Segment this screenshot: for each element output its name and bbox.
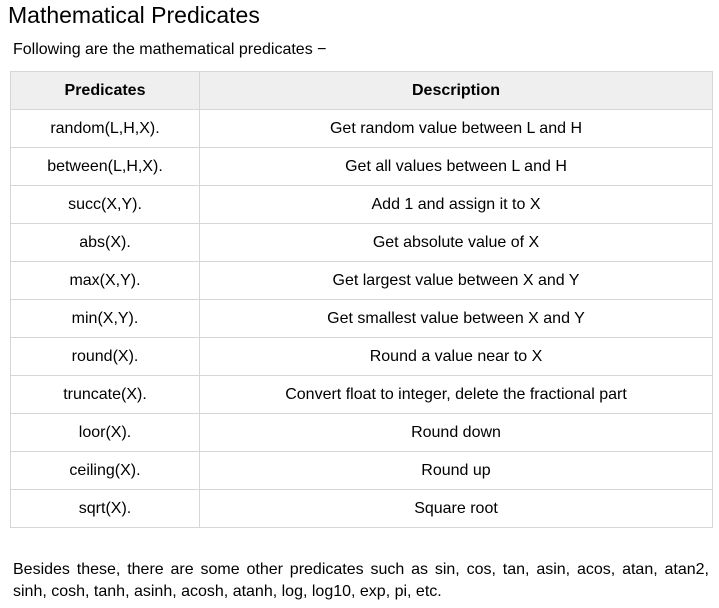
predicate-cell: truncate(X). [10, 375, 200, 414]
description-cell: Round up [199, 451, 713, 490]
table-row: min(X,Y). Get smallest value between X a… [10, 299, 713, 338]
table-row: round(X). Round a value near to X [10, 337, 713, 376]
predicate-cell: succ(X,Y). [10, 185, 200, 224]
predicate-cell: max(X,Y). [10, 261, 200, 300]
table-row: truncate(X). Convert float to integer, d… [10, 375, 713, 414]
header-predicates: Predicates [10, 71, 200, 110]
predicate-cell: between(L,H,X). [10, 147, 200, 186]
table-row: abs(X). Get absolute value of X [10, 223, 713, 262]
predicate-cell: sqrt(X). [10, 489, 200, 528]
table-row: random(L,H,X). Get random value between … [10, 109, 713, 148]
table-row: loor(X). Round down [10, 413, 713, 452]
description-cell: Convert float to integer, delete the fra… [199, 375, 713, 414]
table-row: ceiling(X). Round up [10, 451, 713, 490]
description-cell: Get smallest value between X and Y [199, 299, 713, 338]
description-cell: Add 1 and assign it to X [199, 185, 713, 224]
intro-text: Following are the mathematical predicate… [13, 41, 327, 58]
description-cell: Round down [199, 413, 713, 452]
description-cell: Get all values between L and H [199, 147, 713, 186]
page-title: Mathematical Predicates [8, 2, 260, 28]
predicate-cell: abs(X). [10, 223, 200, 262]
predicate-cell: min(X,Y). [10, 299, 200, 338]
description-cell: Get largest value between X and Y [199, 261, 713, 300]
table-row: between(L,H,X). Get all values between L… [10, 147, 713, 186]
description-cell: Get random value between L and H [199, 109, 713, 148]
description-cell: Get absolute value of X [199, 223, 713, 262]
description-cell: Round a value near to X [199, 337, 713, 376]
table-header-row: Predicates Description [10, 71, 713, 110]
footer-text: Besides these, there are some other pred… [13, 561, 709, 600]
predicates-table: Predicates Description random(L,H,X). Ge… [10, 71, 713, 528]
table-row: sqrt(X). Square root [10, 489, 713, 528]
table-row: max(X,Y). Get largest value between X an… [10, 261, 713, 300]
predicate-cell: round(X). [10, 337, 200, 376]
predicate-cell: ceiling(X). [10, 451, 200, 490]
predicate-cell: random(L,H,X). [10, 109, 200, 148]
description-cell: Square root [199, 489, 713, 528]
table-row: succ(X,Y). Add 1 and assign it to X [10, 185, 713, 224]
predicate-cell: loor(X). [10, 413, 200, 452]
header-description: Description [199, 71, 713, 110]
